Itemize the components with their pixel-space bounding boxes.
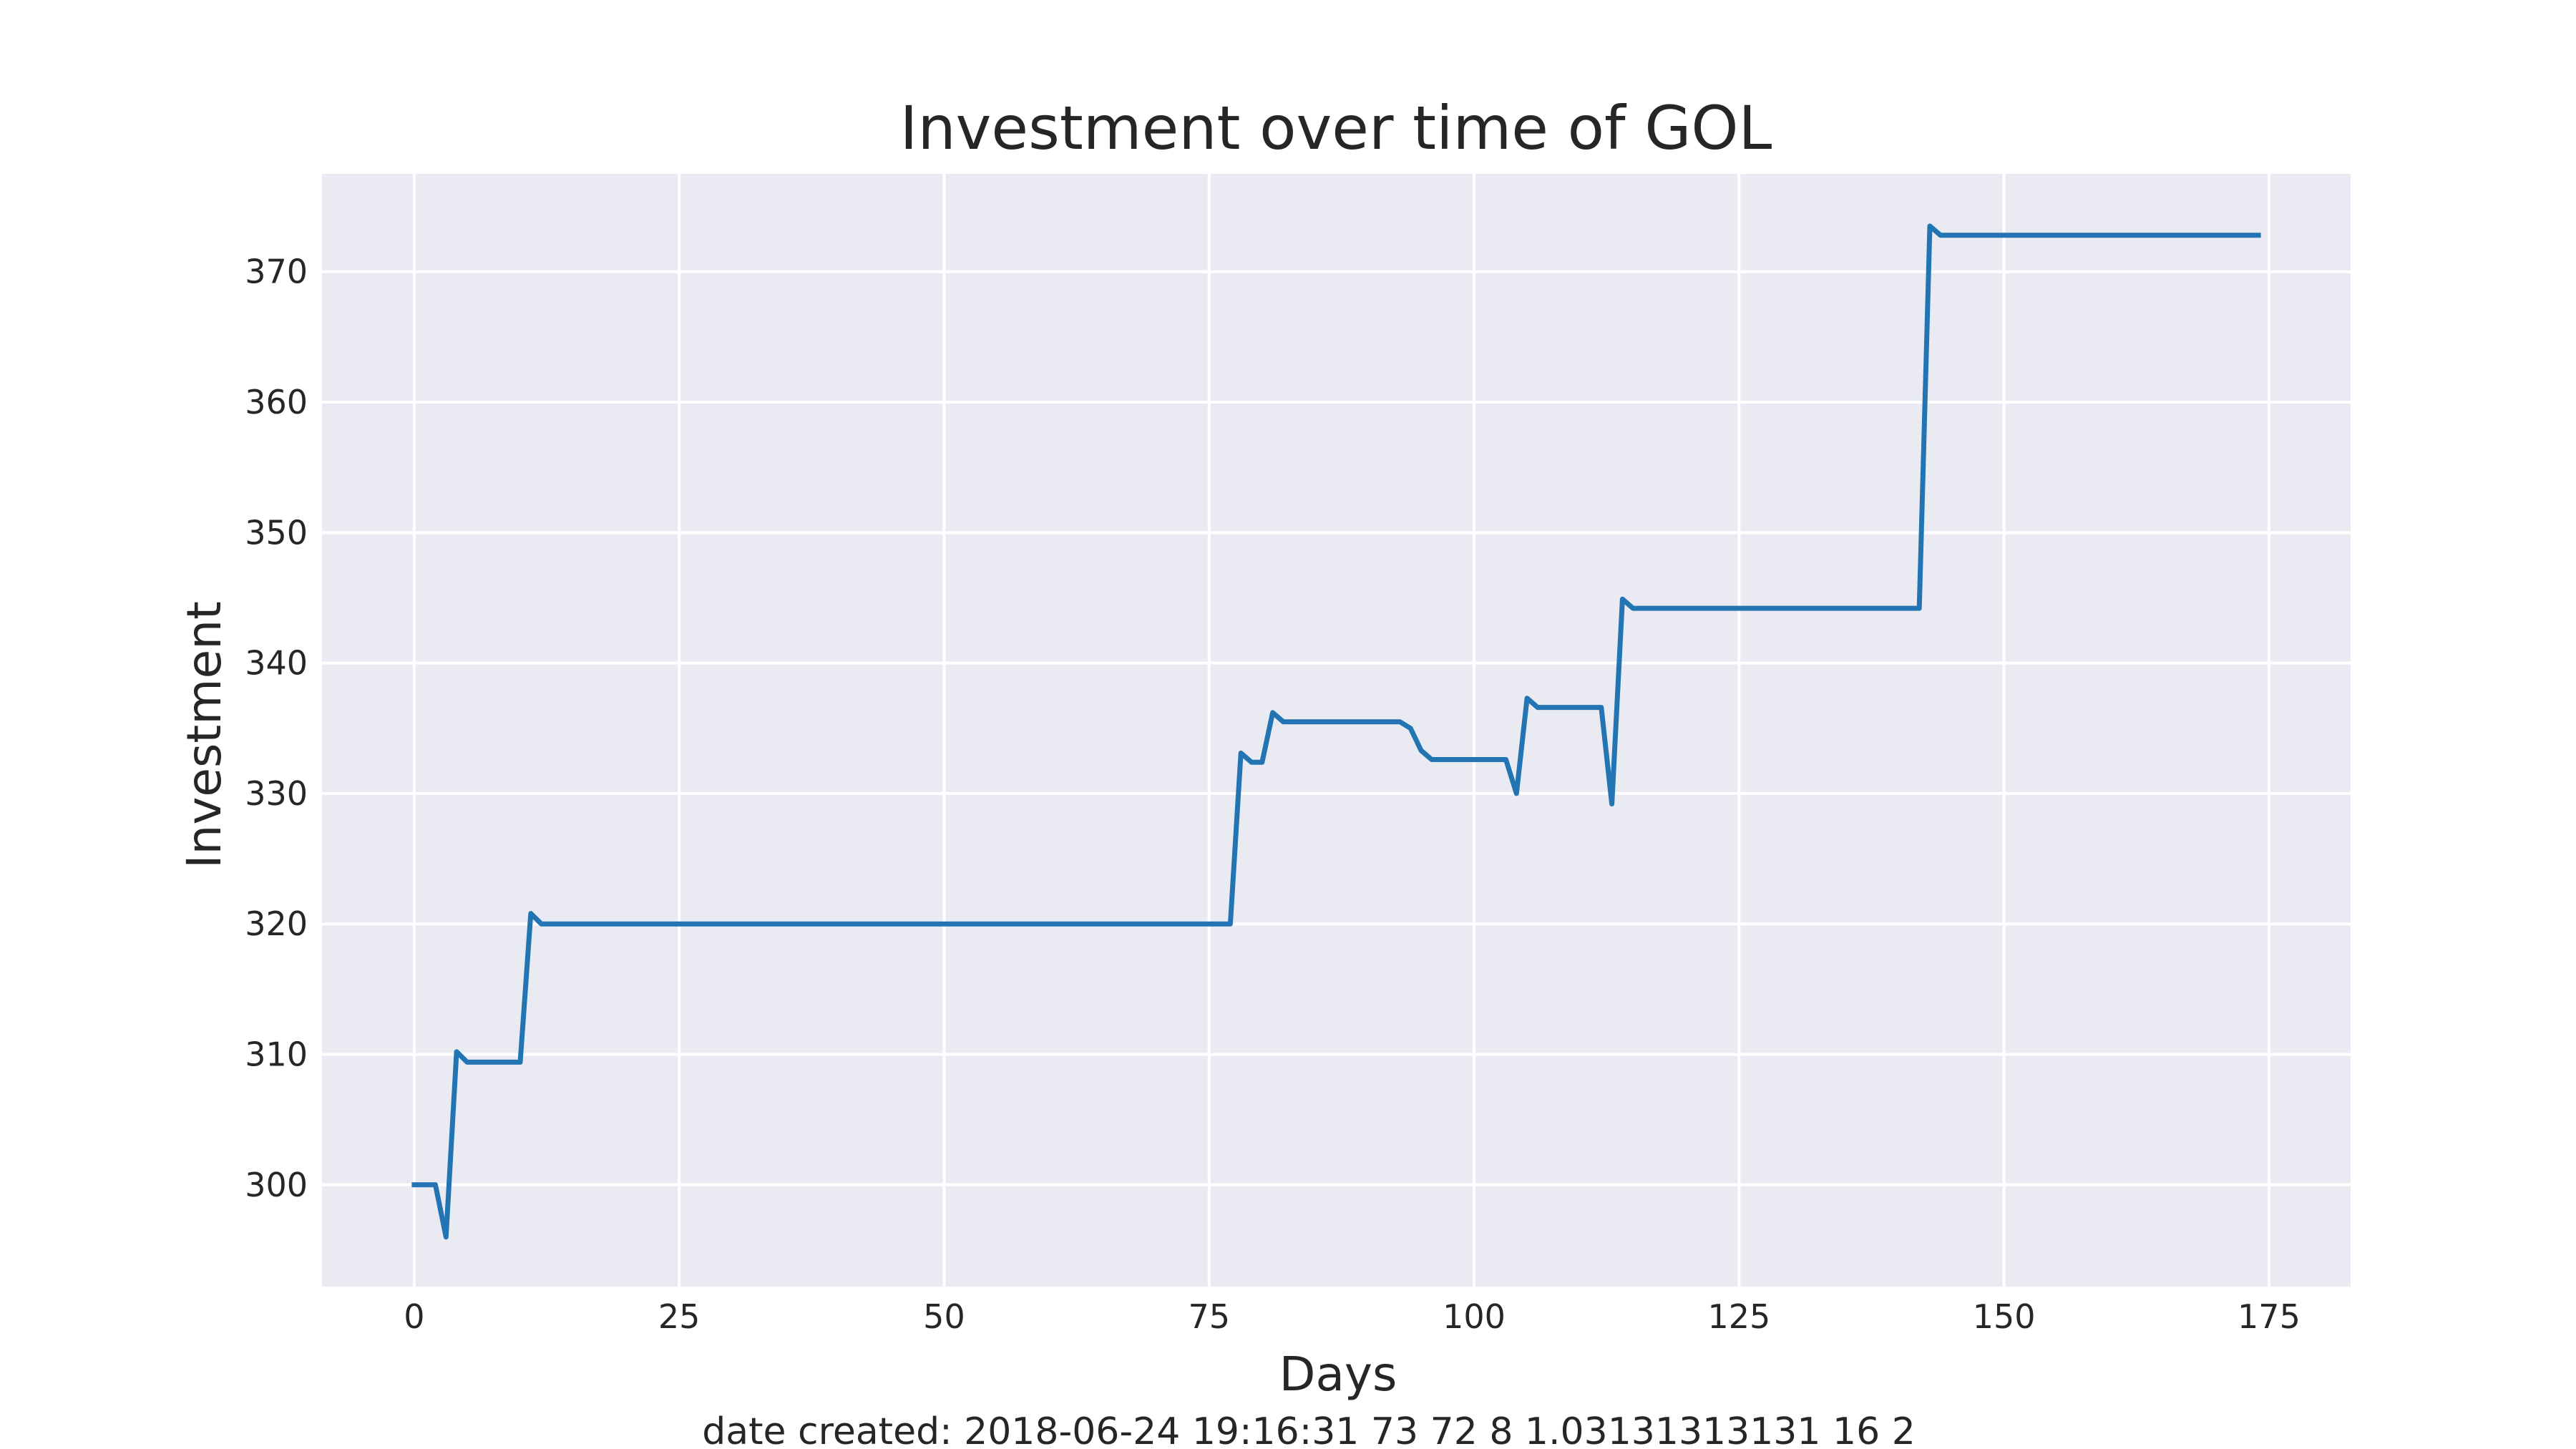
series-line-1 — [411, 223, 2261, 1240]
y-tick-label: 330 — [245, 774, 308, 813]
x-tick-label: 150 — [1973, 1297, 2036, 1336]
y-tick-label: 310 — [245, 1035, 308, 1074]
y-tick-label: 320 — [245, 904, 308, 943]
y-tick-label: 340 — [245, 644, 308, 683]
x-axis-label: Days — [1279, 1347, 1397, 1402]
y-tick-label: 360 — [245, 383, 308, 421]
x-tick-label: 25 — [658, 1297, 701, 1336]
x-tick-label: 175 — [2238, 1297, 2301, 1336]
x-tick-label: 125 — [1707, 1297, 1770, 1336]
x-tick-label: 100 — [1443, 1297, 1506, 1336]
x-tick-label: 0 — [404, 1297, 424, 1336]
chart-title: Investment over time of GOL — [900, 93, 1772, 163]
y-tick-label: 300 — [245, 1166, 308, 1204]
x-tick-label: 75 — [1188, 1297, 1230, 1336]
y-tick-label: 370 — [245, 253, 308, 291]
y-tick-label: 350 — [245, 513, 308, 552]
plot-background — [322, 174, 2351, 1287]
ticks: 0 25 50 75 100 125 150 175 300 310 320 330 340 350 360… — [245, 253, 2301, 1336]
x-tick-label: 50 — [923, 1297, 965, 1336]
footer-text: date created: 2018-06-24 19:16:31 73 72 … — [702, 1410, 1916, 1449]
y-axis-label: Investment — [177, 601, 232, 869]
series — [411, 223, 2261, 1240]
